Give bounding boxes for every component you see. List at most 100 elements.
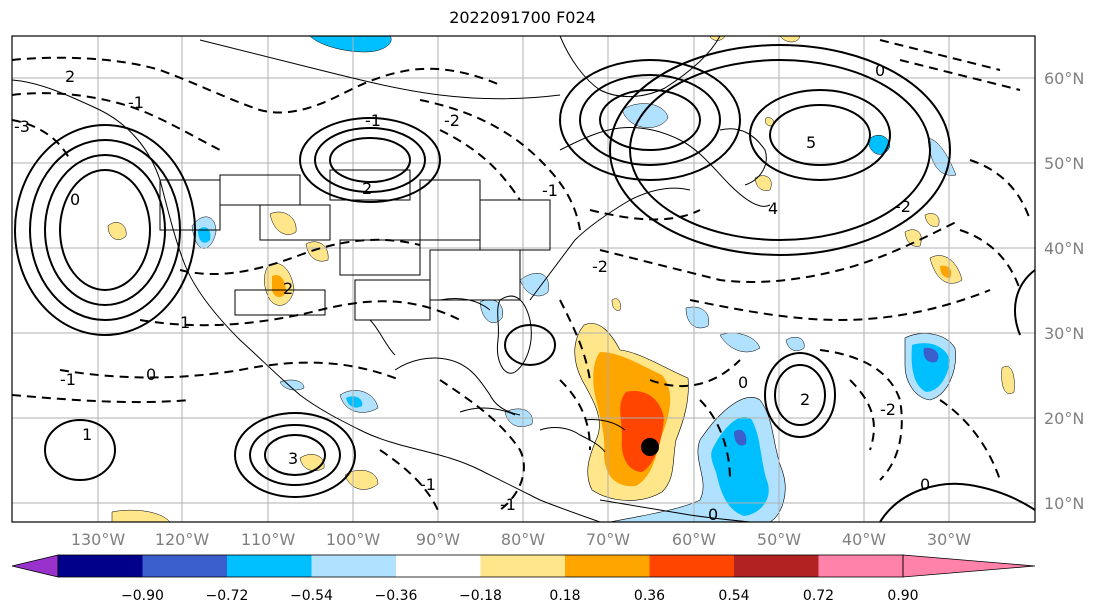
contour-label: -1 (500, 495, 516, 514)
colorbar-tick-label: 0.72 (803, 588, 834, 604)
colorbar-bin (649, 555, 734, 577)
negative-anomaly-core (734, 429, 747, 446)
colorbar-bin (227, 555, 312, 577)
blue-patch-labrador (621, 103, 669, 128)
lon-label: 30°W (927, 530, 971, 549)
contour-label: 2 (362, 179, 372, 198)
colorbar-tick-label: −0.72 (206, 588, 249, 604)
colorbar-bin (311, 555, 396, 577)
colorbar-min-extend (11, 554, 59, 578)
lat-label: 40°N (1044, 239, 1084, 258)
colorbar-bin (142, 555, 227, 577)
lon-label: 40°W (842, 530, 886, 549)
contour-label: -1 (128, 93, 144, 112)
contour-label: -1 (365, 111, 381, 130)
colorbar-tick-label: −0.18 (459, 588, 502, 604)
blue-patch-midatl (685, 306, 710, 329)
positive-contours (14, 44, 1035, 522)
lon-label: 80°W (501, 530, 545, 549)
colorbar-bin (818, 555, 903, 577)
lon-label: 130°W (71, 530, 126, 549)
negative-anomaly-east-mid (911, 343, 950, 392)
orange-patch-rockies (272, 274, 286, 298)
blue-patch-west-coast-core (198, 227, 211, 243)
contour-label: -2 (895, 197, 911, 216)
contour-label: 0 (875, 61, 885, 80)
lon-label: 70°W (586, 530, 630, 549)
contour-label: 0 (70, 190, 80, 209)
coastlines (12, 36, 771, 522)
negative-anomaly-east-core (923, 347, 939, 363)
negative-anomaly-mid (711, 416, 769, 516)
contour-label: -1 (420, 475, 436, 494)
colorbar-max-extend (902, 554, 1036, 578)
shaded-fields (107, 36, 1015, 522)
colorbar-tick-label: 0.54 (718, 588, 749, 604)
colorbar-tick-label: 0.36 (634, 588, 665, 604)
yellow-patch-pacific (107, 222, 127, 240)
yellow-patch-east (1001, 366, 1015, 394)
yellow-patch-bermuda (611, 298, 621, 311)
contour-label: 2 (65, 67, 75, 86)
blue-patch-atlantic (867, 134, 891, 155)
lon-label: 100°W (326, 530, 381, 549)
contour-label: 0 (146, 365, 156, 384)
yellow-patch-idaho (269, 211, 297, 235)
contour-label: -3 (14, 117, 30, 136)
lat-label: 20°N (1044, 409, 1084, 428)
contour-label: 2 (800, 390, 810, 409)
lat-label: 60°N (1044, 69, 1084, 88)
contour-label: -1 (60, 370, 76, 389)
map-title: 2022091700 F024 (449, 8, 596, 27)
map-border (11, 35, 1036, 523)
contour-label: 4 (768, 199, 778, 218)
yellow-patch-colorado (305, 241, 329, 262)
yellow-patch-atl (754, 175, 772, 191)
contour-labels: 2 -1 -3 0 2 -1 -2 5 4 -2 0 -1 1 0 2 -2 -… (14, 61, 930, 524)
contour-label: 0 (920, 475, 930, 494)
lon-label: 110°W (241, 530, 296, 549)
contour-label: -2 (592, 257, 608, 276)
blue-patch-pacific-core (346, 396, 363, 408)
colorbar-bin (396, 555, 481, 577)
blue-patch-midatl3 (785, 337, 805, 351)
colorbar-tick-label: −0.90 (121, 588, 164, 604)
storm-center-marker (641, 438, 659, 456)
contour-label: 0 (738, 373, 748, 392)
lon-label: 60°W (672, 530, 716, 549)
colorbar-tick-label: −0.54 (290, 588, 333, 604)
lon-label: 90°W (416, 530, 460, 549)
yellow-patch-atl2 (904, 229, 922, 247)
colorbar-tick-label: 0.18 (549, 588, 580, 604)
colorbar-bin (734, 555, 819, 577)
colorbar: −0.90 −0.72 −0.54 −0.36 −0.18 0.18 0.36 … (11, 554, 1036, 604)
orange-patch-atl4 (940, 265, 952, 278)
blue-patch-east-coast (519, 273, 549, 297)
negative-contours (12, 39, 1031, 516)
longitude-labels: 130°W 120°W 110°W 100°W 90°W 80°W 70°W 6… (71, 530, 971, 549)
contour-label: 2 (283, 279, 293, 298)
contour-label: 3 (288, 449, 298, 468)
colorbar-frame (57, 554, 904, 578)
lon-label: 120°W (155, 530, 210, 549)
lat-label: 10°N (1044, 494, 1084, 513)
contour-label: 0 (708, 505, 718, 524)
lat-label: 30°N (1044, 324, 1084, 343)
lon-label: 50°W (757, 530, 801, 549)
contour-label: 1 (180, 313, 190, 332)
contour-label: 5 (806, 133, 816, 152)
contour-label: 1 (82, 425, 92, 444)
yellow-patch-atl3 (924, 213, 940, 227)
lat-label: 50°N (1044, 154, 1084, 173)
blue-patch-top (309, 36, 392, 53)
contour-label: -2 (880, 400, 896, 419)
colorbar-tick-label: 0.90 (887, 588, 918, 604)
contour-label: -1 (542, 181, 558, 200)
contour-label: -2 (444, 111, 460, 130)
colorbar-tick-label: −0.36 (375, 588, 418, 604)
colorbar-bin (480, 555, 565, 577)
latitude-labels: 60°N 50°N 40°N 30°N 20°N 10°N (1044, 69, 1084, 513)
colorbar-bin (58, 555, 143, 577)
colorbar-ticks: −0.90 −0.72 −0.54 −0.36 −0.18 0.18 0.36 … (121, 588, 919, 604)
